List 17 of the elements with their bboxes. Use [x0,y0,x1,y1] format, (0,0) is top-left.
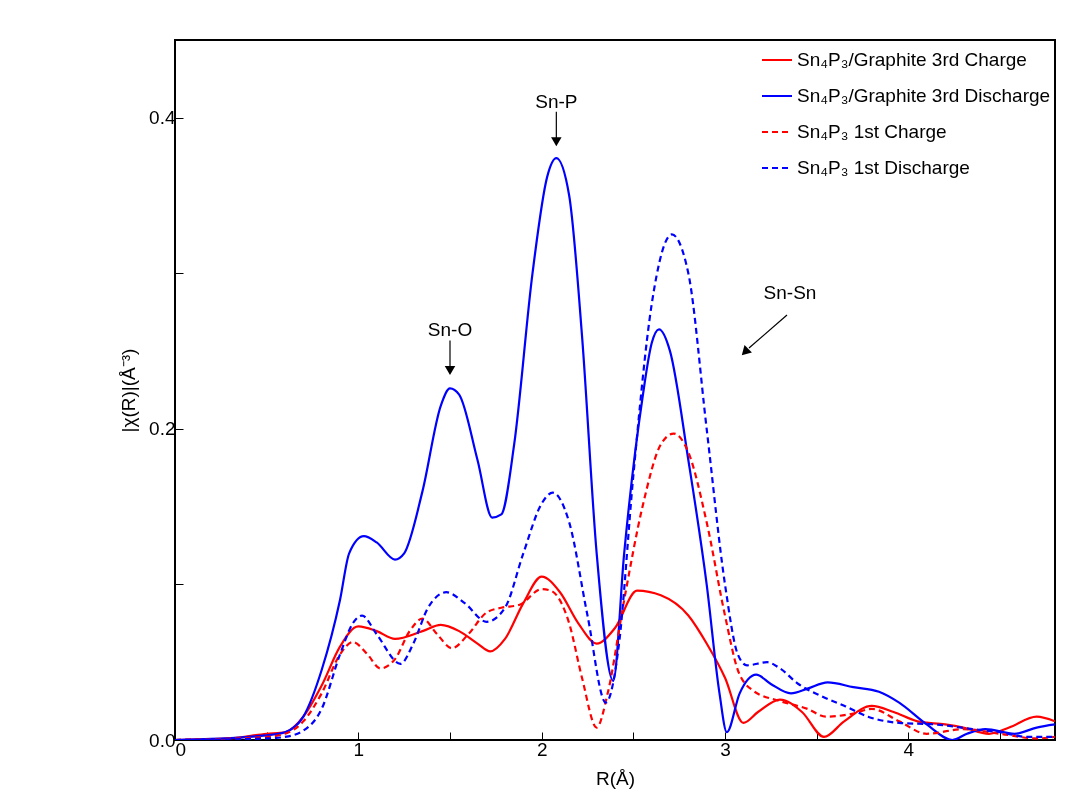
legend-label: Sn₄P₃ 1st Discharge [797,157,970,178]
x-tick-label: 4 [903,738,915,760]
x-tick-label: 0 [175,738,187,760]
annotation: Sn-P [535,90,578,112]
annotation: Sn-Sn [763,282,817,303]
legend-label: Sn₄P₃ 1st Charge [797,121,947,142]
x-tick-label: 2 [536,738,548,760]
y-axis-title: |χ(R)|(Å⁻³) [118,348,140,433]
y-tick-label: 0.2 [149,418,176,440]
x-tick-label: 3 [720,738,731,760]
y-tick-label: 0.0 [149,729,176,751]
x-axis-title: R(Å) [595,767,636,789]
y-tick-label: 0.4 [149,107,176,129]
x-tick-label: 1 [353,738,365,760]
annotation: Sn-O [427,319,473,341]
legend-label: Sn₄P₃/Graphite 3rd Charge [797,49,1027,70]
legend-label: Sn₄P₃/Graphite 3rd Discharge [797,85,1051,106]
